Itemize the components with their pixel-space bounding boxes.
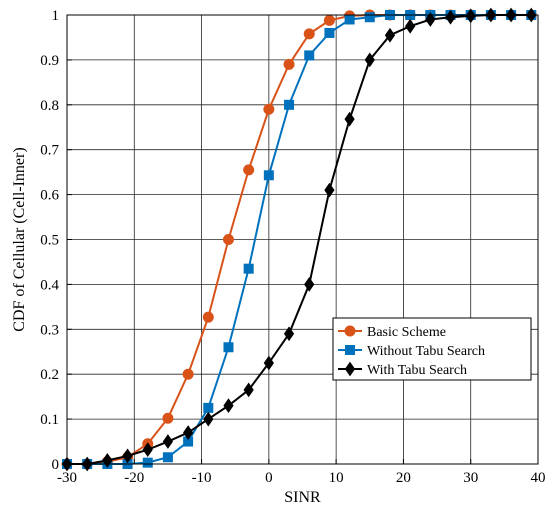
legend-box [332, 317, 532, 381]
data-point [243, 164, 255, 176]
x-tick-label: 30 [463, 470, 478, 486]
y-tick-label: 0.2 [40, 367, 59, 383]
data-point [202, 311, 214, 323]
legend-marker [345, 345, 355, 355]
y-tick-label: 0 [52, 457, 60, 473]
data-point [284, 99, 295, 110]
legend-marker [344, 361, 356, 377]
y-tick-label: 0.5 [40, 233, 59, 249]
data-point [324, 182, 335, 198]
data-point [162, 434, 174, 449]
data-point [323, 14, 335, 26]
data-point [162, 452, 173, 463]
y-axis-label: CDF of Cellular (Cell-Inner) [11, 147, 28, 331]
data-point [303, 28, 315, 40]
data-point [304, 277, 315, 292]
y-tick-label: 1 [52, 8, 60, 24]
x-tick-label: 10 [329, 470, 344, 486]
data-point [263, 355, 274, 371]
y-tick-label: 0.1 [40, 412, 59, 428]
data-point [283, 58, 295, 70]
data-point [122, 448, 133, 464]
data-point [344, 111, 355, 127]
x-tick-label: 40 [531, 470, 546, 486]
legend-item: Basic Scheme [338, 325, 446, 340]
legend-marker [344, 325, 356, 337]
data-point [162, 412, 174, 424]
legend-item: With Tabu Search [338, 361, 467, 378]
x-tick-label: 0 [265, 470, 273, 486]
data-point [243, 382, 254, 398]
data-point [203, 402, 214, 413]
legend-label: Basic Scheme [367, 325, 446, 340]
data-point [344, 14, 355, 25]
y-tick-label: 0.3 [40, 322, 59, 338]
y-tick-label: 0.9 [40, 53, 59, 69]
legend-item: Without Tabu Search [338, 344, 485, 359]
x-tick-label: -20 [124, 470, 144, 486]
x-tick-label: 20 [396, 470, 411, 486]
y-tick-label: 0.7 [40, 143, 59, 159]
x-tick-label: -10 [192, 470, 212, 486]
data-point [223, 342, 234, 353]
x-tick-label: -30 [57, 470, 77, 486]
data-point [263, 103, 275, 115]
data-point [384, 27, 396, 43]
data-point [465, 8, 476, 24]
grid-lines [66, 14, 539, 465]
data-point [203, 411, 214, 427]
data-point [142, 457, 153, 468]
data-point [425, 12, 436, 27]
y-tick-label: 0.8 [40, 98, 59, 114]
legend-label: Without Tabu Search [367, 344, 485, 359]
data-point [324, 27, 335, 38]
data-point [405, 18, 416, 34]
legend-label: With Tabu Search [367, 363, 467, 378]
data-point [222, 234, 234, 245]
y-tick-label: 0.4 [40, 277, 59, 293]
data-point [182, 368, 194, 380]
data-point [283, 326, 295, 342]
data-point [142, 442, 153, 458]
data-point [243, 263, 254, 274]
data-point [183, 425, 194, 440]
x-axis-label: SINR [284, 489, 321, 506]
data-point [364, 12, 375, 23]
y-tick-label: 0.6 [40, 188, 59, 204]
data-point [304, 50, 315, 61]
tick-labels: -30 -20 -10 0 10 20 30 40 0 0.1 0.2 0.3 0.4 0.5 0.6 0.7… [40, 8, 545, 486]
data-point [263, 170, 274, 181]
data-point [364, 52, 375, 68]
legend: Basic Scheme Without Tabu Search With Tabu… [332, 317, 532, 381]
data-point [223, 398, 234, 414]
